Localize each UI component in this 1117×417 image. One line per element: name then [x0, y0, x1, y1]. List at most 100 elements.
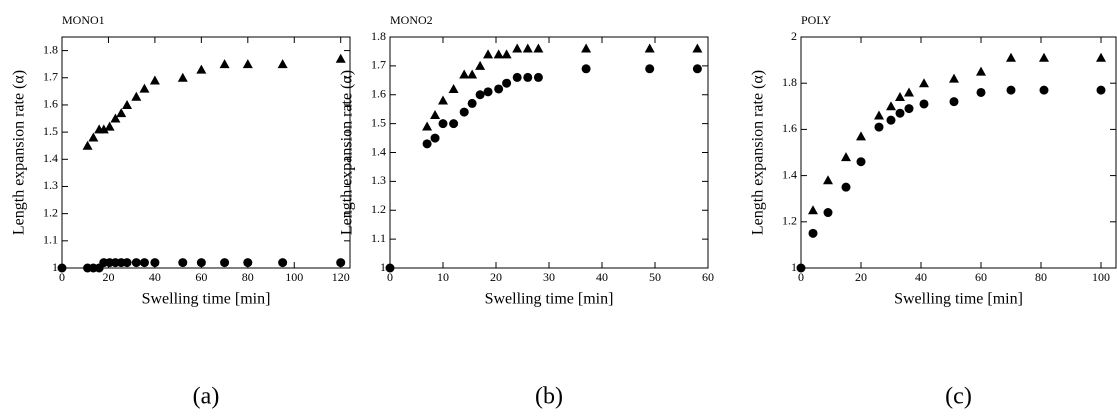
circle-point: [278, 258, 288, 268]
y-tick-label: 1.8: [371, 29, 386, 43]
x-axis-label: Swelling time [min]: [485, 291, 614, 308]
triangle-point: [533, 43, 544, 53]
x-tick-label: 20: [855, 270, 867, 284]
triangle-point: [808, 205, 818, 215]
y-tick-label: 1: [52, 260, 58, 274]
triangle-point: [82, 140, 93, 150]
y-tick-label: 1: [380, 260, 386, 274]
circle-point: [823, 208, 833, 218]
circle-point: [1006, 85, 1016, 95]
circle-point: [1096, 85, 1106, 95]
triangle-point: [438, 95, 448, 105]
triangle-point: [904, 87, 914, 97]
plot-frame: [800, 36, 1117, 269]
circle-point: [645, 64, 655, 74]
y-tick-label: 1.6: [43, 97, 58, 111]
circle-point: [385, 263, 395, 273]
circle-point: [904, 104, 914, 114]
triangle-point: [493, 49, 504, 59]
chart-title: POLY: [801, 13, 831, 27]
circle-point: [422, 139, 432, 149]
chart-title: MONO2: [390, 13, 433, 27]
y-tick-label: 1.2: [43, 205, 58, 219]
triangle-point: [219, 59, 230, 69]
circle-point: [874, 122, 884, 132]
y-tick-label: 1.8: [43, 42, 58, 56]
x-tick-label: 0: [798, 270, 804, 284]
y-tick-label: 1.6: [782, 121, 797, 135]
triangle-point: [886, 101, 896, 111]
x-tick-label: 50: [649, 270, 661, 284]
circle-point: [139, 258, 149, 268]
triangle-point: [139, 83, 150, 93]
circle-point: [178, 258, 188, 268]
triangle-point: [856, 131, 866, 141]
circle-point: [438, 119, 448, 129]
x-tick-label: 30: [543, 270, 555, 284]
x-tick-label: 0: [59, 270, 65, 284]
triangle-point: [976, 66, 986, 76]
chart-title: MONO1: [62, 13, 105, 27]
triangle-point: [242, 59, 253, 69]
triangle-point: [110, 113, 121, 123]
y-axis-label: Length expansion rate (α): [339, 70, 356, 235]
triangle-point: [131, 91, 142, 101]
triangle-point: [98, 124, 109, 134]
x-axis-label: Swelling time [min]: [142, 291, 271, 308]
triangle-point: [919, 78, 929, 88]
y-tick-label: 1.3: [371, 173, 386, 187]
triangle-point: [422, 121, 433, 131]
y-tick-label: 1.1: [43, 233, 58, 247]
y-axis-label: Length expansion rate (α): [11, 70, 28, 235]
triangle-point: [459, 69, 470, 79]
circle-point: [841, 182, 851, 192]
triangle-point: [522, 43, 533, 53]
circle-point: [430, 133, 440, 143]
y-tick-label: 1.4: [371, 144, 386, 158]
y-tick-label: 1.2: [371, 202, 386, 216]
triangle-point: [335, 53, 346, 63]
triangle-point: [841, 152, 851, 162]
circle-point: [1039, 85, 1049, 95]
circle-point: [523, 72, 533, 82]
x-tick-label: 10: [437, 270, 449, 284]
triangle-point: [467, 69, 478, 79]
x-tick-label: 100: [1092, 270, 1110, 284]
circle-point: [692, 64, 702, 74]
y-tick-label: 1.3: [43, 178, 58, 192]
caption: (a): [193, 384, 220, 410]
triangle-point: [88, 132, 99, 142]
triangle-point: [430, 109, 441, 119]
y-tick-label: 1: [791, 260, 797, 274]
x-tick-label: 80: [242, 270, 254, 284]
plot-frame: [389, 36, 709, 269]
triangle-point: [122, 99, 133, 109]
y-tick-label: 1.7: [371, 58, 386, 72]
triangle-point: [512, 43, 523, 53]
circle-point: [483, 87, 493, 97]
circle-point: [467, 98, 477, 108]
circle-point: [796, 263, 806, 273]
circle-point: [57, 263, 67, 273]
circle-point: [919, 99, 929, 109]
y-tick-label: 1.5: [43, 124, 58, 138]
y-tick-label: 1.6: [371, 87, 386, 101]
triangle-point: [644, 43, 655, 53]
triangle-point: [581, 43, 592, 53]
y-axis-label: Length expansion rate (α): [750, 70, 767, 235]
x-tick-label: 40: [149, 270, 161, 284]
caption: (b): [535, 384, 563, 410]
y-tick-label: 1.1: [371, 231, 386, 245]
y-tick-label: 1.8: [782, 75, 797, 89]
circle-point: [220, 258, 230, 268]
triangle-point: [501, 49, 512, 59]
plot-frame: [61, 36, 351, 269]
triangle-point: [874, 110, 884, 120]
circle-point: [459, 107, 469, 117]
x-axis-label: Swelling time [min]: [894, 291, 1023, 308]
x-tick-label: 20: [490, 270, 502, 284]
triangle-point: [177, 72, 188, 82]
triangle-point: [895, 92, 905, 102]
circle-point: [808, 228, 818, 238]
